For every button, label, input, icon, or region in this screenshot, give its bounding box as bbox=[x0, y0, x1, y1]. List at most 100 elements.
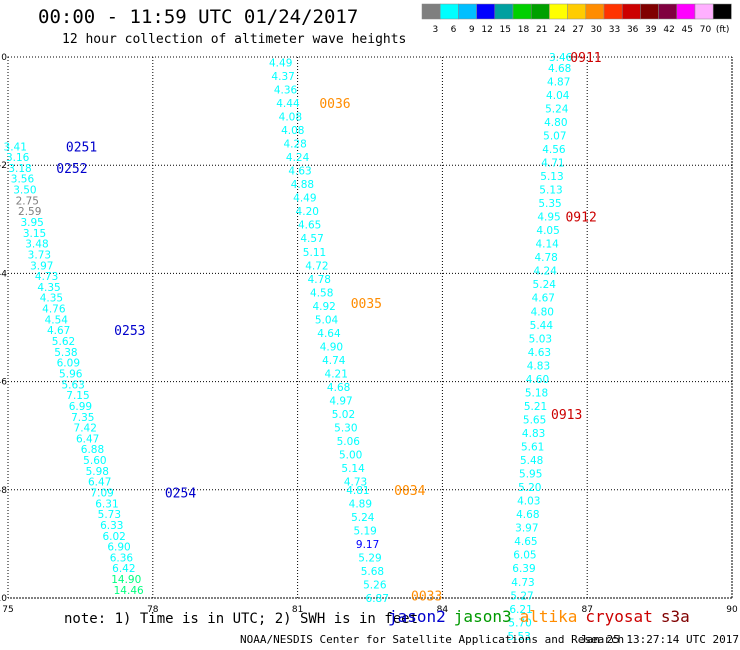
color-scale-bar: 3 6 9 12 15 18 21 24 27 30 33 36 39 42 45 70 (ft) bbox=[421, 3, 732, 35]
wave-height-label: 4.05 bbox=[536, 225, 559, 237]
wave-height-label: 4.90 bbox=[320, 341, 343, 353]
plot-marks: 3.413.163.183.563.502.752.593.953.153.48… bbox=[4, 51, 602, 643]
wave-height-label: 3.97 bbox=[515, 523, 538, 535]
wave-height-label: 6.87 bbox=[366, 593, 389, 605]
wave-height-label: 5.53 bbox=[507, 631, 530, 643]
plot-grid bbox=[7, 56, 733, 599]
wave-height-label: 3.95 bbox=[20, 217, 43, 229]
scale-swatch bbox=[421, 3, 441, 20]
wave-height-label: 4.74 bbox=[322, 355, 346, 367]
wave-height-label: 4.04 bbox=[546, 90, 570, 102]
wave-height-label: 4.68 bbox=[516, 509, 539, 521]
footer-credit: NOAA/NESDIS Center for Satellite Applica… bbox=[240, 633, 625, 646]
scale-swatch bbox=[530, 3, 550, 20]
wave-height-label: 4.73 bbox=[35, 271, 58, 283]
wave-height-label: 5.13 bbox=[539, 185, 562, 197]
wave-height-label: 5.38 bbox=[54, 347, 77, 359]
wave-height-label: 5.29 bbox=[358, 552, 381, 564]
wave-height-label: 4.14 bbox=[535, 239, 559, 251]
wave-height-label: 4.20 bbox=[296, 206, 319, 218]
wave-height-label: 4.78 bbox=[308, 274, 331, 286]
x-tick-label: 87 bbox=[581, 605, 592, 615]
wave-height-label: 5.62 bbox=[52, 336, 75, 348]
pass-time-label: 0911 bbox=[570, 51, 601, 66]
scale-label: 30 bbox=[591, 25, 603, 35]
wave-height-label: 5.61 bbox=[521, 442, 544, 454]
wave-height-label: 4.58 bbox=[310, 287, 333, 299]
wave-height-label: 4.24 bbox=[534, 266, 558, 278]
wave-height-label: 14.46 bbox=[114, 585, 144, 597]
chart-subtitle: 12 hour collection of altimeter wave hei… bbox=[62, 32, 407, 47]
scale-label: 21 bbox=[536, 25, 547, 35]
scale-swatch bbox=[621, 3, 641, 20]
wave-height-label: 6.33 bbox=[100, 520, 123, 532]
wave-height-label: 4.63 bbox=[288, 166, 311, 178]
scale-swatch bbox=[458, 3, 477, 20]
scale-swatch bbox=[494, 3, 514, 20]
chart-title: 00:00 - 11:59 UTC 01/24/2017 bbox=[38, 6, 359, 28]
wave-height-label: 3.48 bbox=[25, 239, 48, 251]
wave-height-label: 3.41 bbox=[4, 141, 27, 153]
wave-height-label: 4.95 bbox=[537, 212, 560, 224]
wave-height-label: 6.90 bbox=[107, 542, 130, 554]
wave-height-label: 6.05 bbox=[513, 550, 536, 562]
wave-height-label: 4.49 bbox=[293, 193, 316, 205]
y-tick-label: -2 bbox=[0, 161, 7, 171]
wave-height-label: 6.99 bbox=[69, 401, 92, 413]
scale-label: 27 bbox=[572, 25, 583, 35]
scale-swatch bbox=[439, 3, 459, 20]
wave-height-label: 5.95 bbox=[519, 469, 542, 481]
wave-height-label: 5.24 bbox=[351, 512, 375, 524]
wave-height-label: 5.02 bbox=[332, 409, 355, 421]
wave-height-label: 4.92 bbox=[312, 301, 335, 313]
wave-height-label: 6.02 bbox=[102, 531, 125, 543]
wave-height-label: 5.13 bbox=[540, 171, 563, 183]
wave-height-label: 5.03 bbox=[529, 333, 552, 345]
wave-height-label: 4.28 bbox=[283, 139, 306, 151]
wave-height-label: 5.18 bbox=[525, 387, 548, 399]
pass-time-label: 0913 bbox=[551, 408, 582, 423]
footer-note: note: 1) Time is in UTC; 2) SWH is in fe… bbox=[64, 611, 419, 627]
wave-height-label: 4.68 bbox=[548, 63, 571, 75]
wave-height-label: 5.65 bbox=[523, 414, 546, 426]
wave-height-label: 4.67 bbox=[47, 325, 70, 337]
wave-height-label: 5.68 bbox=[361, 566, 384, 578]
axis-tick-labels: 75 78 81 84 87 90 0 -2 -4 -6 -8 -10 bbox=[0, 53, 738, 615]
wave-height-label: 3.50 bbox=[13, 185, 36, 197]
wave-height-label: 5.60 bbox=[83, 455, 106, 467]
x-tick-label: 90 bbox=[726, 605, 738, 615]
scale-swatch bbox=[585, 3, 605, 20]
pass-time-label: 0035 bbox=[351, 297, 382, 312]
wave-height-label: 5.11 bbox=[303, 247, 326, 259]
wave-height-label: 4.78 bbox=[534, 252, 557, 264]
wave-height-label: 4.73 bbox=[344, 477, 367, 489]
legend-altika: altika bbox=[519, 607, 578, 626]
wave-height-label: 4.87 bbox=[547, 76, 570, 88]
wave-height-label: 5.30 bbox=[334, 423, 357, 435]
x-tick-label: 81 bbox=[292, 605, 303, 615]
wave-height-label: 7.35 bbox=[71, 412, 94, 424]
scale-label: 6 bbox=[451, 25, 457, 35]
wave-height-label: 4.60 bbox=[526, 374, 549, 386]
wave-height-label: 4.35 bbox=[40, 293, 63, 305]
wave-height-label: 4.37 bbox=[271, 71, 294, 83]
wave-height-label: 5.19 bbox=[353, 525, 376, 537]
wave-height-label: 4.63 bbox=[528, 347, 551, 359]
y-tick-label: 0 bbox=[1, 53, 7, 63]
wave-height-label: 5.35 bbox=[538, 198, 561, 210]
wave-height-label: 6.31 bbox=[95, 498, 118, 510]
wave-height-label: 9.17 bbox=[356, 539, 379, 551]
wave-height-label: 4.81 bbox=[346, 485, 369, 497]
scale-label: 42 bbox=[663, 25, 674, 35]
wave-height-label: 3.56 bbox=[11, 174, 35, 186]
pass-time-label: 0036 bbox=[319, 97, 350, 112]
scale-swatch bbox=[694, 3, 714, 20]
wave-height-label: 7.09 bbox=[90, 488, 113, 500]
scale-label: 9 bbox=[469, 25, 475, 35]
wave-height-label: 4.54 bbox=[45, 314, 69, 326]
scale-swatch bbox=[640, 3, 659, 20]
wave-height-label: 3.46 bbox=[549, 52, 573, 64]
wave-height-label: 6.21 bbox=[509, 604, 532, 616]
wave-height-label: 4.71 bbox=[541, 157, 564, 169]
